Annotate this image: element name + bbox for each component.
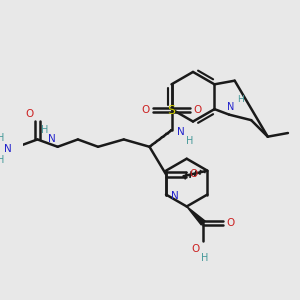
Text: N: N	[227, 102, 235, 112]
Text: H: H	[186, 136, 194, 146]
Polygon shape	[187, 206, 205, 225]
Text: H: H	[0, 133, 4, 142]
Text: H: H	[201, 253, 209, 263]
Text: N: N	[4, 144, 12, 154]
Text: N: N	[48, 134, 56, 144]
Text: N: N	[177, 127, 184, 137]
Text: O: O	[227, 218, 235, 228]
Text: O: O	[142, 105, 150, 115]
Text: H: H	[0, 154, 4, 165]
Text: S: S	[167, 103, 175, 117]
Text: N: N	[171, 191, 179, 201]
Text: O: O	[189, 169, 198, 179]
Text: O: O	[193, 105, 201, 115]
Text: H: H	[237, 95, 244, 104]
Text: O: O	[25, 109, 33, 119]
Text: H: H	[41, 125, 49, 135]
Text: O: O	[192, 244, 200, 254]
